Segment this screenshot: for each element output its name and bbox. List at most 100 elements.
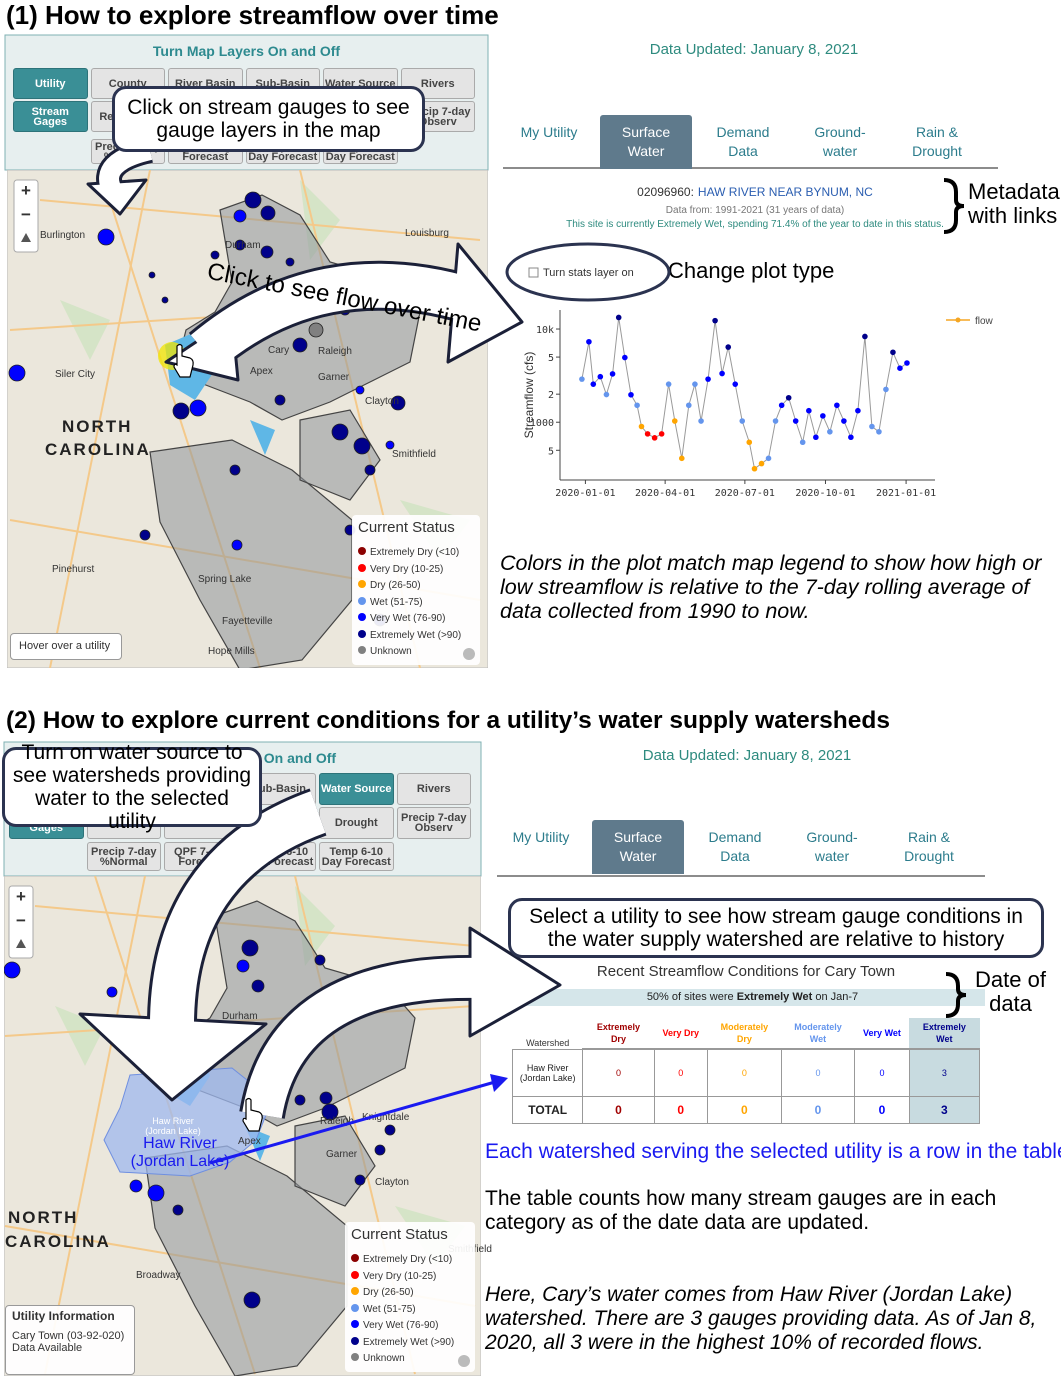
callout: Click on stream gauges to see gauge laye… [112, 86, 425, 152]
place-label: NORTH [62, 417, 133, 436]
legend-swatch [358, 646, 366, 654]
layer-button[interactable]: Drought [319, 807, 394, 839]
tab[interactable]: Demand Data [716, 124, 770, 159]
gauge-dot [8, 364, 26, 382]
tab[interactable]: Rain & Drought [912, 124, 962, 159]
flow-point [876, 428, 882, 435]
layer-button[interactable]: Precip 7-day Observ [396, 807, 471, 839]
note: Each watershed serving the selected util… [485, 1140, 1061, 1163]
place-label: Durham [225, 240, 261, 251]
layer-button[interactable]: Precip 6-10 Day Forecast [241, 842, 316, 871]
legend-marker [955, 317, 961, 323]
zoom-button[interactable]: + [21, 181, 31, 200]
flow-point [765, 455, 772, 462]
watershed-cell: Haw River (Jordan Lake) [511, 1048, 584, 1097]
flow-point [644, 431, 651, 437]
flow-point [732, 381, 739, 387]
place-label: Apex [250, 366, 273, 377]
x-tick-label: 2020-01-01 [555, 488, 615, 499]
flow-point [712, 317, 718, 324]
flow-point [638, 423, 645, 430]
place-label: Pinehurst [52, 564, 95, 575]
stats-toggle[interactable]: Turn stats layer on [543, 267, 634, 279]
layer-button[interactable]: Water Source [319, 773, 394, 805]
gauge-dot [129, 1179, 143, 1193]
flow-point [658, 431, 665, 437]
gauge-dot [147, 1184, 165, 1202]
tab[interactable]: Demand Data [708, 829, 762, 864]
heading: (1) How to explore streamflow over time [6, 0, 499, 30]
count-cell: 3 [908, 1096, 981, 1124]
tab[interactable]: Surface Water [600, 115, 692, 169]
x-tick-label: 2020-10-01 [795, 488, 855, 499]
plot-legend: flow [975, 316, 994, 327]
flow-point [634, 402, 640, 409]
legend-item: Wet (51-75) [351, 1303, 416, 1316]
table-row: Haw River (Jordan Lake) 0 0 0 0 0 3 [511, 1048, 981, 1097]
gauge-highlight [158, 342, 186, 370]
layer-button[interactable]: Utility [13, 68, 88, 99]
legend-label: Wet (51-75) [363, 1303, 416, 1315]
flow-point [590, 381, 597, 387]
gauge-dot [189, 399, 207, 417]
zoom-button[interactable]: − [21, 205, 31, 224]
flow-point [883, 386, 889, 393]
utility-region [149, 439, 353, 668]
site-link[interactable]: HAW RIVER NEAR BYNUM, NC [697, 185, 873, 199]
callout-text: Change plot type [668, 258, 835, 283]
legend: Current Status Extremely Dry (<10) Very Dr… [345, 1222, 475, 1372]
legend-label: Extremely Wet (>90) [363, 1336, 455, 1348]
gauge-dot [355, 385, 365, 395]
watershed-label: Haw River (Jordan Lake) [145, 1116, 201, 1137]
flow-point [834, 402, 840, 409]
place-label: Knightdale [362, 1112, 410, 1123]
zoom-button[interactable]: − [16, 911, 26, 930]
count-cell: 0 [707, 1096, 782, 1124]
layer-button[interactable]: QPF 7-day Forecast [164, 842, 239, 871]
gauge-dot [353, 437, 371, 455]
layer-button[interactable]: Stream Gages [13, 101, 88, 132]
tab[interactable]: Surface Water [592, 820, 684, 874]
flow-point [671, 418, 678, 424]
layer-button[interactable]: Precip 7-day %Normal [86, 842, 161, 871]
gauge-dot [241, 939, 259, 957]
legend-label: Wet (51-75) [370, 596, 423, 608]
x-tick-label: 2021-01-01 [876, 488, 936, 499]
legend-item: Wet (51-75) [358, 596, 423, 609]
column-header: Very Wet [854, 1018, 910, 1050]
flow-point [806, 407, 812, 414]
tab[interactable]: Ground-water [814, 124, 866, 159]
y-tick-label: 1000 [530, 418, 554, 429]
gauge-dot [244, 191, 262, 209]
flow-point [869, 423, 875, 430]
gauge-dot [172, 402, 190, 420]
flow-point [603, 391, 610, 398]
legend-label: Very Dry (10-25) [363, 1270, 437, 1282]
place-label: Smithfield [392, 449, 436, 460]
legend-item: Extremely Dry (<10) [351, 1254, 452, 1266]
place-label: NORTH [8, 1208, 79, 1227]
gauge-dot [148, 271, 156, 279]
layer-button[interactable]: Rivers [396, 773, 471, 805]
zoom-button[interactable]: + [16, 887, 26, 906]
tab[interactable]: Rain & Drought [904, 829, 954, 864]
layer-button[interactable]: Temp 6-10 Day Forecast [319, 842, 394, 871]
tab[interactable]: Ground-water [806, 829, 858, 864]
gauge-dot [106, 986, 118, 998]
x-tick-label: 2020-04-01 [635, 488, 695, 499]
legend-label: Unknown [363, 1353, 405, 1364]
summary-text: 50% of sites were [646, 991, 737, 1003]
column-header: Extremely Wet [909, 1018, 980, 1050]
tab[interactable]: My Utility [520, 124, 578, 140]
gauge-dot [243, 1291, 261, 1309]
road [49, 170, 151, 668]
place-label: Hope Mills [208, 646, 255, 657]
gauge-dot [139, 529, 151, 541]
legend-label: Very Wet (76-90) [370, 613, 446, 624]
gauge-dot [260, 205, 276, 221]
tab[interactable]: My Utility [512, 829, 570, 845]
utility-info-line: Utility Information [12, 1309, 115, 1323]
place-label: Garner [326, 1149, 358, 1160]
place-label: Burlington [40, 230, 86, 241]
